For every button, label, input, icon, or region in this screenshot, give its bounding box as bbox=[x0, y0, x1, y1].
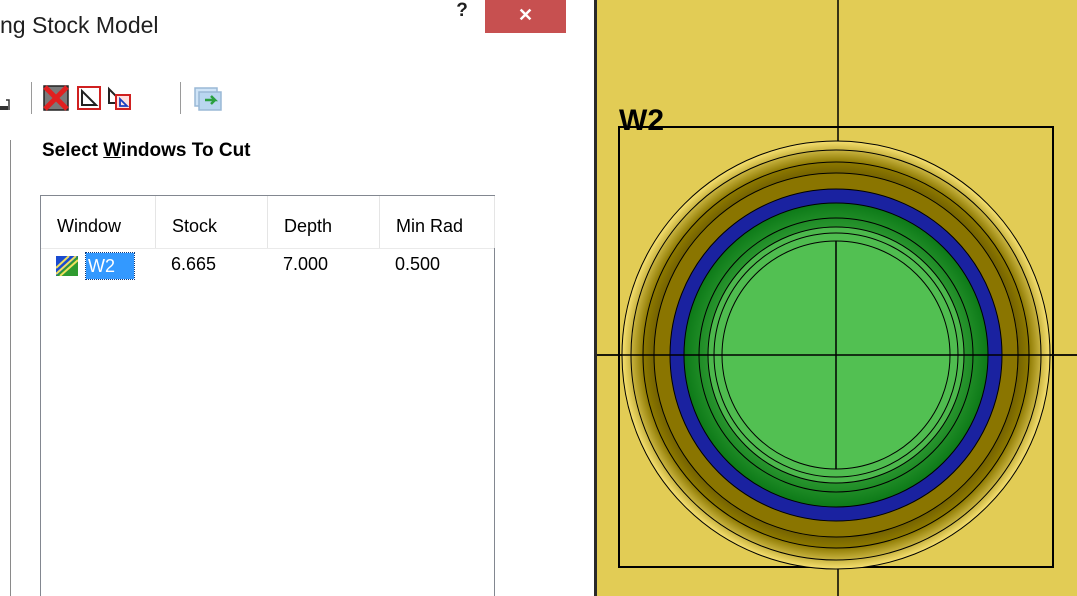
copy-window-icon bbox=[108, 86, 131, 110]
viewport-edge bbox=[594, 0, 597, 596]
column-header-depth[interactable]: Depth bbox=[268, 196, 380, 248]
refresh-icon bbox=[194, 87, 222, 111]
window-pattern-icon bbox=[56, 256, 78, 276]
row-window-name[interactable]: W2 bbox=[85, 252, 135, 280]
row-min-rad: 0.500 bbox=[395, 254, 441, 274]
dialog-left-divider bbox=[0, 140, 11, 596]
help-button[interactable]: ? bbox=[456, 0, 468, 21]
column-header-stock[interactable]: Stock bbox=[156, 196, 268, 248]
view-mode-icon bbox=[0, 99, 10, 110]
refresh-button[interactable] bbox=[192, 80, 222, 114]
windows-list[interactable]: Window Stock Depth Min Rad W2 6.665 7.00… bbox=[40, 195, 495, 596]
row-depth: 7.000 bbox=[283, 254, 329, 274]
toolbar-separator bbox=[180, 82, 181, 114]
copy-window-button[interactable] bbox=[106, 80, 136, 114]
cutting-stock-dialog: ng Stock Model ? ✕ bbox=[0, 0, 566, 596]
delete-window-button[interactable] bbox=[42, 80, 72, 114]
dialog-title: ng Stock Model bbox=[0, 12, 159, 38]
toolbar bbox=[0, 80, 260, 120]
window-label: W2 bbox=[619, 104, 664, 137]
header-divider bbox=[41, 248, 494, 249]
close-button[interactable]: ✕ bbox=[485, 0, 566, 33]
viewport-gap bbox=[583, 0, 594, 596]
toolbar-separator bbox=[31, 82, 32, 114]
label-part: Select bbox=[42, 140, 104, 161]
view-mode-button[interactable] bbox=[0, 80, 12, 114]
column-header-window[interactable]: Window bbox=[41, 196, 156, 248]
label-accelerator: W bbox=[103, 140, 122, 161]
delete-icon bbox=[43, 85, 69, 111]
column-header-min-rad[interactable]: Min Rad bbox=[380, 196, 495, 248]
select-windows-label: Select Windows To Cut bbox=[42, 140, 251, 162]
new-window-button[interactable] bbox=[75, 80, 105, 114]
new-window-icon bbox=[77, 86, 101, 110]
stock-model-viewport[interactable]: W2 bbox=[597, 0, 1077, 596]
label-part: indows To Cut bbox=[121, 140, 251, 161]
close-icon: ✕ bbox=[517, 5, 534, 25]
row-stock: 6.665 bbox=[171, 254, 217, 274]
